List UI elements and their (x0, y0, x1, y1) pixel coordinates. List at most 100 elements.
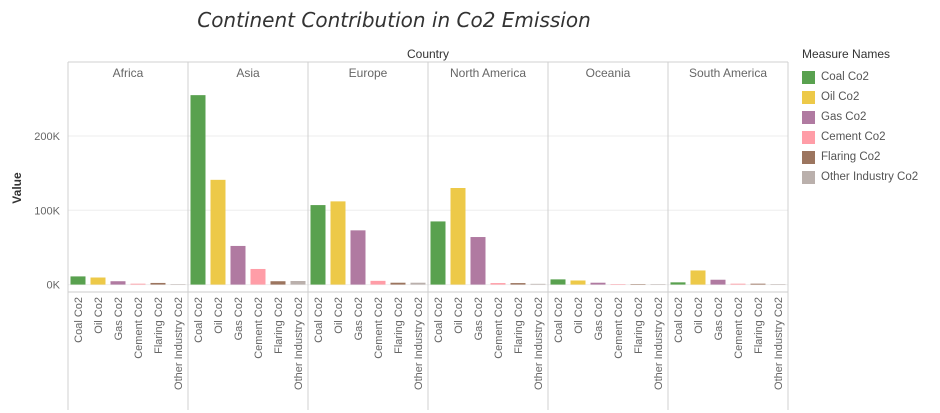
x-tick-label: Gas Co2 (233, 297, 245, 340)
bar (630, 284, 646, 285)
y-tick-label: 200K (34, 131, 60, 143)
x-tick-label: Other Industry Co2 (533, 297, 545, 390)
x-tick-label: Gas Co2 (113, 297, 125, 340)
x-tick-label: Oil Co2 (573, 297, 585, 334)
chart-plot: Country Value 0K 100K 200K Africa Coal Co2 Oil … (10, 47, 789, 410)
legend-item[interactable]: Other Industry Co2 (802, 167, 938, 187)
x-tick-label: Cement Co2 (373, 297, 385, 359)
bar (530, 283, 546, 285)
bar (90, 277, 106, 285)
bar (110, 281, 126, 285)
bar (190, 95, 206, 285)
legend-swatch (802, 150, 815, 164)
x-tick-label: Other Industry Co2 (293, 297, 305, 390)
bar (650, 284, 666, 285)
legend: Measure Names Coal Co2 Oil Co2 Gas Co2 Ceme… (802, 47, 938, 187)
y-tick-label: 100K (34, 205, 60, 217)
legend-swatch (802, 90, 815, 104)
x-tick-label: Gas Co2 (353, 297, 365, 340)
bar (510, 283, 526, 285)
bar (570, 280, 586, 285)
bar (450, 188, 466, 285)
bar (290, 281, 306, 285)
x-tick-label: Coal Co2 (73, 297, 85, 343)
bar (490, 283, 506, 285)
legend-swatch (802, 170, 815, 184)
bar (410, 282, 426, 285)
bar (430, 221, 446, 285)
bar (270, 281, 286, 285)
y-tick-label: 0K (47, 280, 61, 292)
x-tick-label: Oil Co2 (333, 297, 345, 334)
bar (470, 237, 486, 285)
chart-title: Continent Contribution in Co2 Emission (197, 8, 591, 32)
legend-label: Cement Co2 (821, 131, 886, 143)
bar (390, 282, 406, 285)
x-tick-label: Flaring Co2 (153, 297, 165, 354)
x-tick-label: Cement Co2 (133, 297, 145, 359)
legend-item[interactable]: Gas Co2 (802, 107, 938, 127)
bar (610, 284, 626, 285)
panel-header-africa: Africa (113, 66, 144, 80)
bar (130, 283, 146, 285)
legend-label: Other Industry Co2 (821, 171, 919, 183)
legend-item[interactable]: Oil Co2 (802, 87, 938, 107)
x-tick-label: Cement Co2 (253, 297, 265, 359)
bar (670, 282, 686, 285)
x-tick-label: Cement Co2 (613, 297, 625, 359)
bar (590, 282, 606, 285)
legend-label: Oil Co2 (821, 91, 860, 103)
panel-header-europe: Europe (349, 66, 388, 80)
legend-label: Coal Co2 (821, 71, 869, 83)
legend-label: Gas Co2 (821, 111, 867, 123)
bar (310, 205, 326, 285)
x-tick-label: Cement Co2 (493, 297, 505, 359)
bar (250, 268, 266, 285)
bar (210, 179, 226, 285)
bar (370, 280, 386, 285)
x-tick-label: Flaring Co2 (393, 297, 405, 354)
legend-label: Flaring Co2 (821, 151, 881, 163)
x-tick-label: Coal Co2 (313, 297, 325, 343)
bar (170, 284, 186, 285)
legend-swatch (802, 110, 815, 124)
x-tick-label: Flaring Co2 (633, 297, 645, 354)
x-tick-label: Other Industry Co2 (653, 297, 665, 390)
x-tick-label: Coal Co2 (553, 297, 565, 343)
bar (690, 270, 706, 285)
bar (230, 245, 246, 285)
bar (70, 276, 86, 285)
bar (330, 201, 346, 285)
column-header: Country (407, 47, 449, 61)
x-tick-label: Coal Co2 (433, 297, 445, 343)
panel-header-north-america: North America (450, 66, 526, 80)
x-tick-label: Cement Co2 (733, 297, 745, 359)
bar (710, 279, 726, 285)
x-tick-label: Flaring Co2 (513, 297, 525, 354)
x-tick-label: Other Industry Co2 (173, 297, 185, 390)
bar (770, 284, 786, 285)
x-tick-label: Coal Co2 (193, 297, 205, 343)
panel-header-oceania: Oceania (586, 66, 631, 80)
bar (350, 230, 366, 285)
bar (730, 283, 746, 285)
x-tick-label: Flaring Co2 (753, 297, 765, 354)
legend-item[interactable]: Flaring Co2 (802, 147, 938, 167)
x-tick-label: Coal Co2 (673, 297, 685, 343)
x-tick-label: Oil Co2 (453, 297, 465, 334)
legend-item[interactable]: Coal Co2 (802, 67, 938, 87)
x-tick-label: Oil Co2 (693, 297, 705, 334)
bar (750, 283, 766, 285)
y-axis-label: Value (10, 172, 24, 204)
legend-items: Coal Co2 Oil Co2 Gas Co2 Cement Co2 Flaring … (802, 67, 938, 187)
x-tick-label: Other Industry Co2 (773, 297, 785, 390)
legend-item[interactable]: Cement Co2 (802, 127, 938, 147)
x-tick-label: Oil Co2 (213, 297, 225, 334)
x-tick-label: Flaring Co2 (273, 297, 285, 354)
bar (150, 282, 166, 285)
legend-swatch (802, 130, 815, 144)
x-tick-label: Gas Co2 (713, 297, 725, 340)
x-tick-label: Gas Co2 (473, 297, 485, 340)
bar (550, 279, 566, 285)
